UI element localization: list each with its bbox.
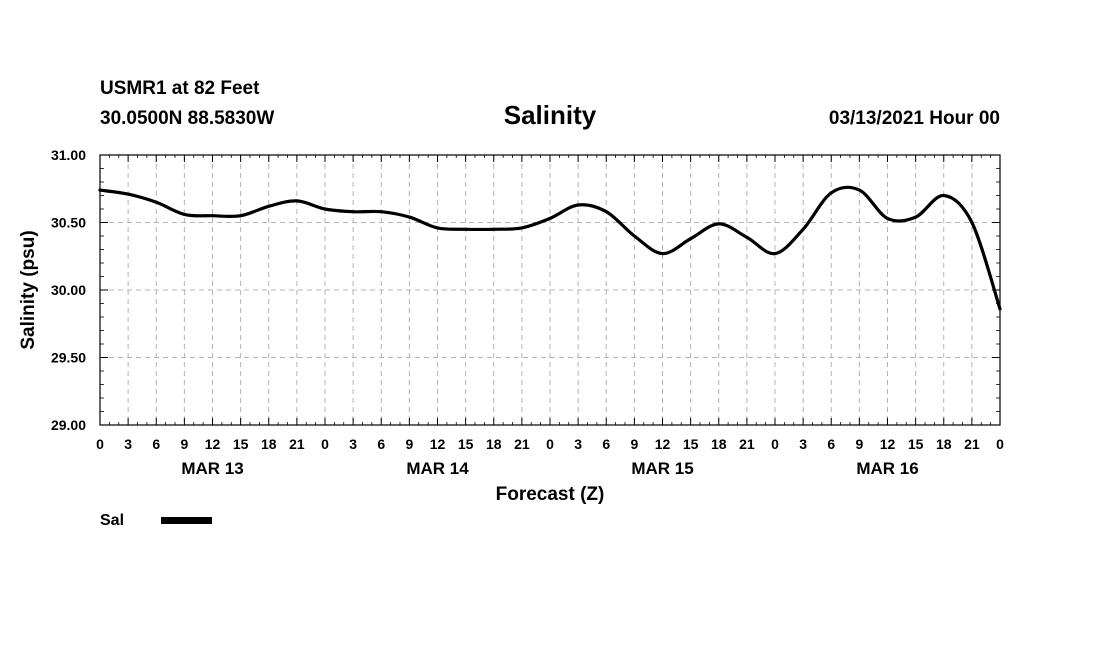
day-label: MAR 14	[406, 459, 469, 478]
data-point-sal	[464, 227, 468, 231]
data-point-sal	[323, 207, 327, 211]
legend-swatch-sal	[161, 517, 212, 524]
x-tick-label: 9	[405, 436, 413, 452]
x-tick-label: 0	[96, 436, 104, 452]
x-tick-label: 18	[711, 436, 727, 452]
data-point-sal	[182, 212, 186, 216]
data-point-sal	[351, 210, 355, 214]
x-tick-label: 9	[855, 436, 863, 452]
x-tick-label: 3	[124, 436, 132, 452]
data-point-sal	[829, 191, 833, 195]
data-point-sal	[126, 192, 130, 196]
y-tick-label: 30.50	[51, 215, 86, 231]
x-tick-label: 12	[655, 436, 671, 452]
run-time-label: 03/13/2021 Hour 00	[829, 108, 1000, 129]
series-points	[98, 188, 1002, 311]
x-tick-label: 9	[630, 436, 638, 452]
data-point-sal	[154, 200, 158, 204]
x-tick-label: 6	[827, 436, 835, 452]
x-tick-label: 21	[289, 436, 305, 452]
data-point-sal	[886, 216, 889, 220]
data-point-sal	[604, 210, 608, 214]
data-point-sal	[689, 237, 693, 241]
x-tick-label: 15	[233, 436, 249, 452]
x-tick-label: 6	[377, 436, 385, 452]
data-point-sal	[970, 221, 974, 224]
day-labels: MAR 13 MAR 14 MAR 15 MAR 16	[181, 459, 918, 478]
data-point-sal	[211, 214, 214, 218]
legend-label-sal: Sal	[100, 512, 124, 529]
x-tick-label: 0	[771, 436, 779, 452]
data-point-sal	[379, 210, 383, 214]
data-point-sal	[239, 214, 243, 218]
grid	[100, 155, 1000, 425]
chart-title: Salinity	[504, 100, 597, 130]
data-point-sal	[857, 188, 861, 192]
y-tick-label: 31.00	[51, 147, 86, 163]
x-tick-label: 18	[936, 436, 952, 452]
legend: Sal	[100, 512, 212, 529]
day-label: MAR 13	[181, 459, 243, 478]
data-point-sal	[801, 227, 805, 231]
data-point-sal	[548, 216, 552, 220]
data-point-sal	[632, 234, 636, 238]
data-point-sal	[576, 203, 580, 207]
x-tick-label: 0	[321, 436, 329, 452]
data-point-sal	[914, 215, 918, 219]
data-point-sal	[942, 194, 946, 197]
x-tick-label: 21	[964, 436, 980, 452]
x-tick-label: 15	[908, 436, 924, 452]
x-tick-label: 12	[205, 436, 221, 452]
x-tick-label: 9	[180, 436, 188, 452]
day-label: MAR 15	[631, 459, 693, 478]
x-tick-label: 3	[799, 436, 807, 452]
y-tick-label: 29.50	[51, 350, 86, 366]
data-point-sal	[295, 199, 299, 203]
data-point-sal	[661, 252, 664, 256]
x-tick-label: 3	[574, 436, 582, 452]
day-label: MAR 16	[856, 459, 918, 478]
x-tick-label: 15	[458, 436, 474, 452]
y-axis-label: Salinity (psu)	[18, 230, 39, 349]
data-point-sal	[436, 226, 439, 230]
x-tick-label: 0	[546, 436, 554, 452]
data-point-sal	[998, 307, 1002, 311]
data-point-sal	[98, 188, 102, 192]
x-tick-label: 6	[152, 436, 160, 452]
x-tick-label: 6	[602, 436, 610, 452]
x-tick-label: 18	[486, 436, 502, 452]
data-point-sal	[745, 235, 749, 239]
data-point-sal	[773, 252, 777, 256]
data-point-sal	[267, 204, 271, 208]
station-label: USMR1 at 82 Feet	[100, 78, 260, 99]
data-point-sal	[717, 222, 721, 226]
x-tick-label: 3	[349, 436, 357, 452]
y-tick-label: 29.00	[51, 417, 86, 433]
x-axis-label: Forecast (Z)	[496, 484, 605, 505]
x-tick-label: 18	[261, 436, 277, 452]
x-tick-label: 12	[880, 436, 896, 452]
data-point-sal	[492, 227, 496, 231]
data-point-sal	[520, 226, 524, 230]
plot-frame	[99, 154, 1001, 426]
x-tick-label: 12	[430, 436, 446, 452]
y-axis-ticks: 29.00 29.50 30.00 30.50 31.00	[51, 147, 1000, 433]
x-tick-label: 21	[739, 436, 755, 452]
location-label: 30.0500N 88.5830W	[100, 108, 274, 129]
x-tick-label: 21	[514, 436, 530, 452]
y-tick-label: 30.00	[51, 282, 86, 298]
x-tick-label: 0	[996, 436, 1004, 452]
data-point-sal	[407, 215, 411, 219]
x-tick-label: 15	[683, 436, 699, 452]
